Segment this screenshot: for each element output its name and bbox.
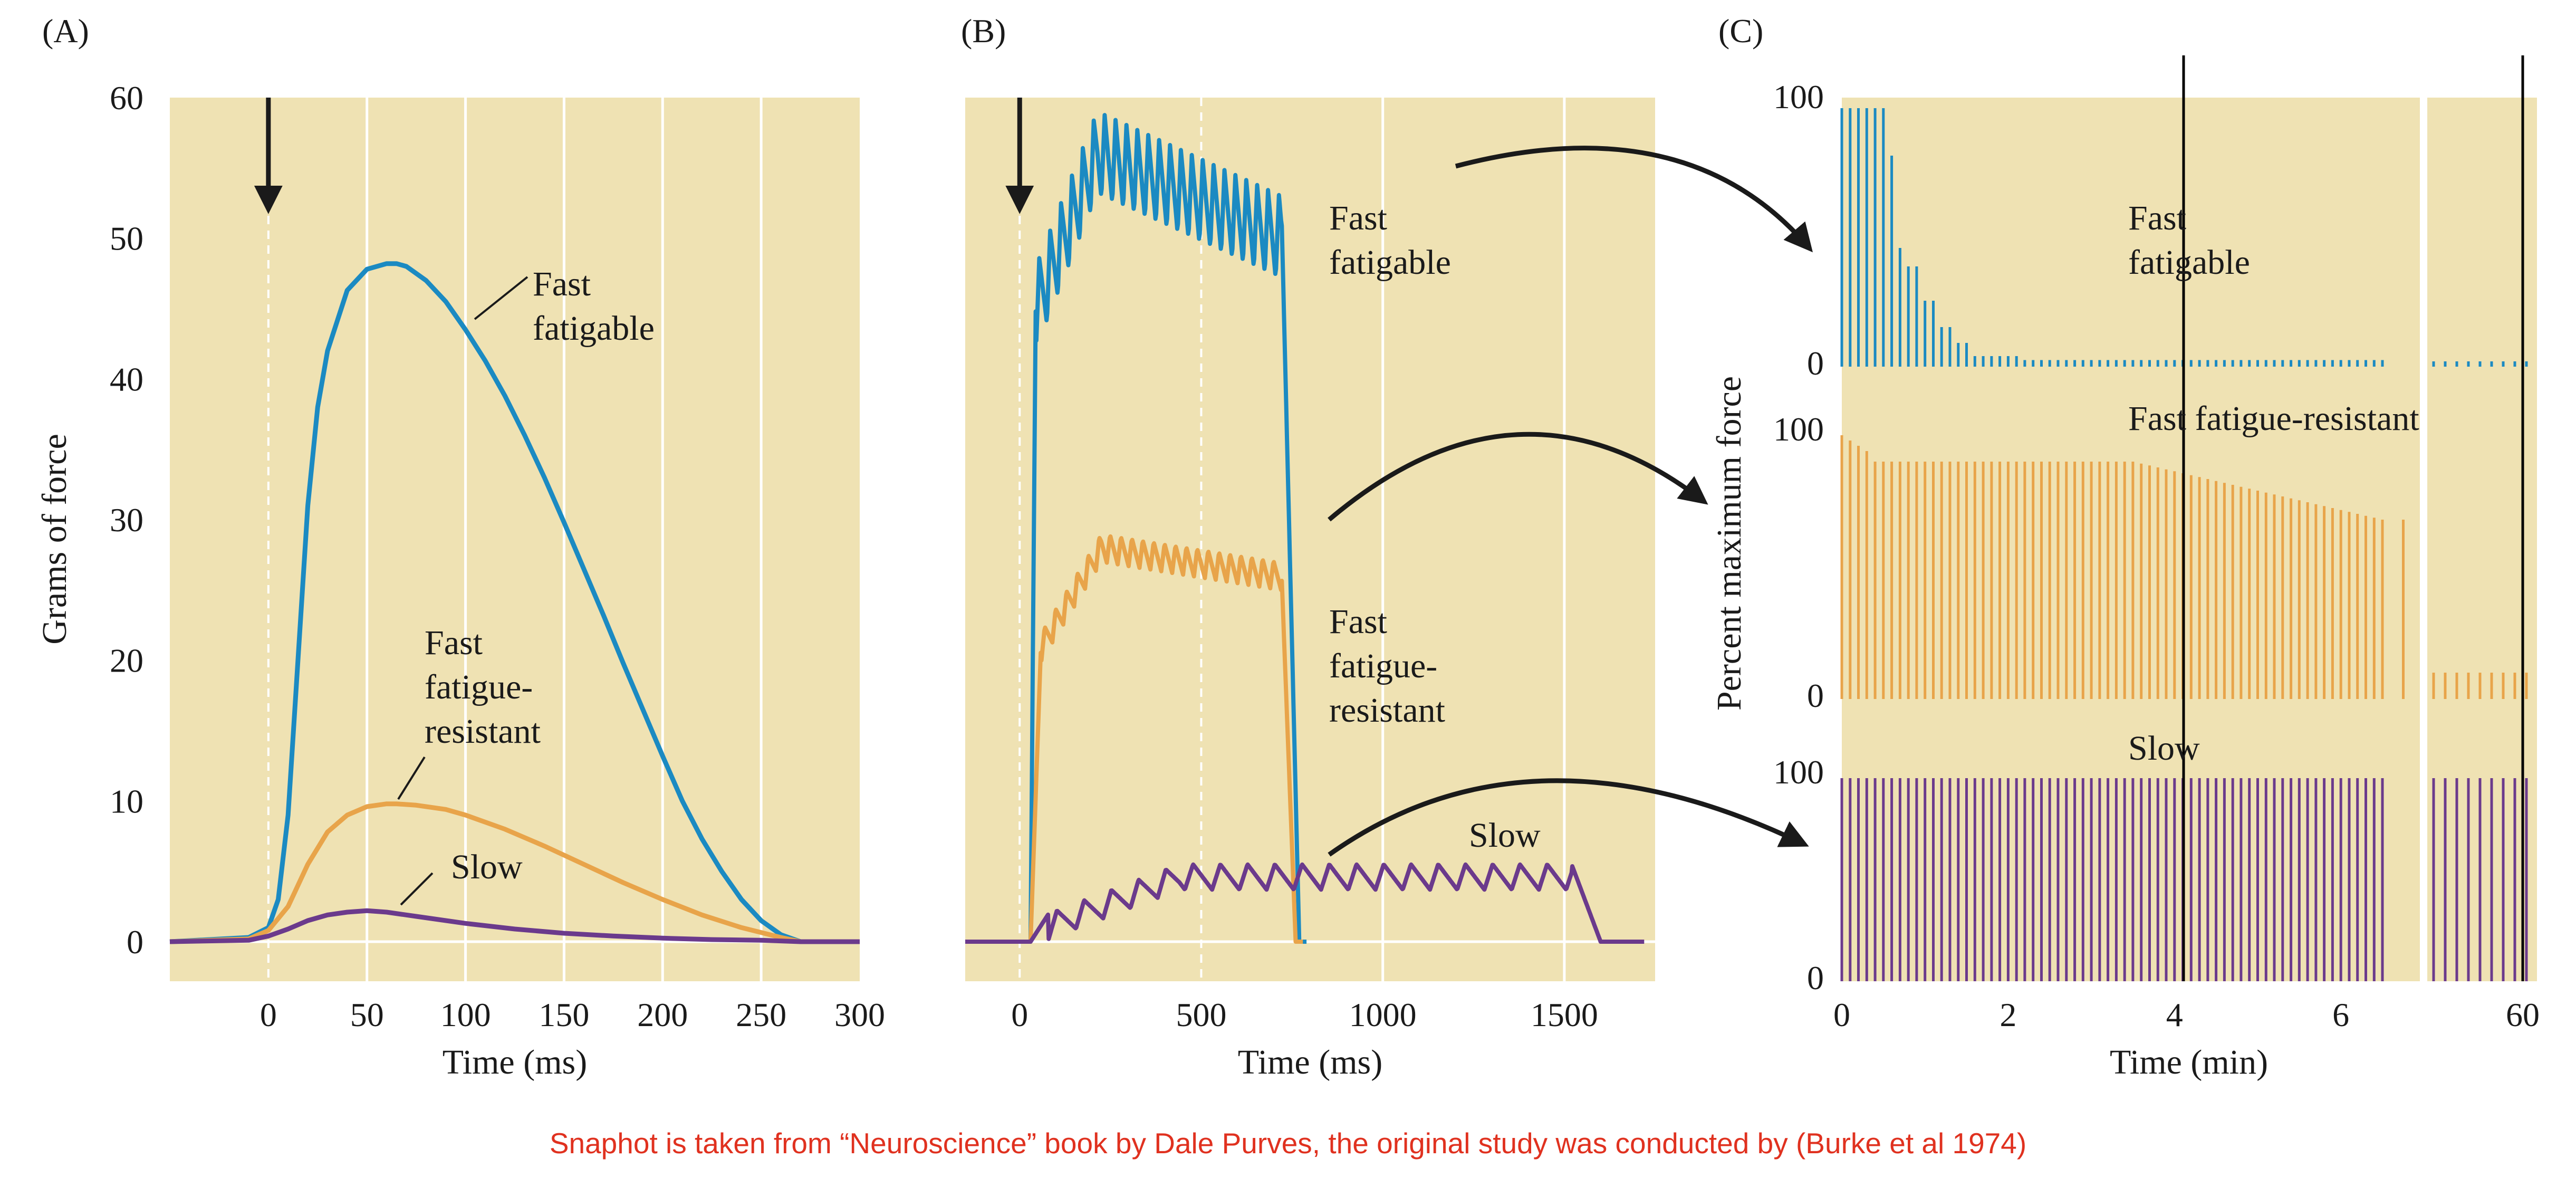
panel-b-x-tick-label: 1500	[1531, 996, 1598, 1033]
panel-a-y-tick-label: 60	[110, 79, 143, 117]
panel-c-row-label: Fast	[2128, 199, 2186, 237]
panel-a-x-tick-label: 0	[260, 996, 277, 1033]
panel-a-series-label: resistant	[425, 712, 541, 751]
panel-a-x-tick-label: 100	[440, 996, 491, 1033]
panel-c-y-tick-label: 0	[1807, 344, 1824, 382]
panel-a-x-tick-label: 200	[637, 996, 688, 1033]
panel-b-x-axis-label: Time (ms)	[1238, 1043, 1382, 1081]
panel-b-gridlines	[965, 98, 1655, 981]
panel-c-row-label: Slow	[2128, 729, 2200, 768]
panel-c-x-tick-label: 60	[2506, 996, 2540, 1033]
panel-a-chart: (A) 0 10 20 30 40 50 60 0 50 100 150 200 250 300 Fast…	[35, 12, 885, 1081]
panel-b-plot-area	[965, 98, 1655, 981]
panel-b-series-label: Slow	[1469, 816, 1541, 855]
panel-c-x-axis-label: Time (min)	[2110, 1043, 2268, 1081]
panel-a-series-label: fatigue-	[425, 668, 533, 706]
panel-a-leader-line	[400, 872, 434, 906]
panel-a-series-line	[169, 908, 860, 944]
panel-c-y-axis-label: Percent maximum force	[1710, 376, 1748, 711]
panel-a-series	[169, 98, 860, 944]
panel-a-x-tick-label: 250	[736, 996, 786, 1033]
panel-b-series-label: fatigue-	[1329, 647, 1437, 685]
panel-a-series-labels: Fast fatigable Fast fatigue-resistant Slow	[397, 265, 655, 906]
panel-c-label: (C)	[1718, 12, 1763, 50]
panel-c-row-label: Fast fatigue-resistant	[2128, 399, 2419, 438]
panel-a-x-axis-label: Time (ms)	[443, 1043, 587, 1081]
panel-c-y-tick-label: 100	[1773, 78, 1824, 116]
panel-b-series-labels: Fast fatigable Fast fatigue-resistant Slow	[1329, 199, 1541, 855]
arrow-fast-fatigue-resistant	[1328, 432, 1708, 522]
panel-a-leader-line	[474, 276, 528, 320]
arrow-fast-fatigable	[1455, 146, 1813, 253]
panel-b-x-tick-label: 0	[1011, 996, 1028, 1033]
panel-c-x-tick-label: 4	[2166, 996, 2183, 1033]
panel-a-series-line	[169, 801, 860, 944]
panel-a-x-tick-label: 300	[834, 996, 885, 1033]
panel-c-x-tick-label: 6	[2332, 996, 2349, 1033]
panel-a-series-label: Slow	[451, 848, 523, 886]
panel-c-row-label: fatigable	[2128, 243, 2250, 282]
panel-b-series-line	[964, 862, 1646, 944]
panel-a-series-label: Fast	[533, 265, 591, 303]
panel-c-bars	[1840, 55, 2528, 981]
panel-c-axis-break	[2420, 98, 2427, 981]
panel-b-x-tick-label: 500	[1176, 996, 1226, 1033]
panel-b-series	[964, 98, 1646, 944]
panel-a-y-tick-label: 50	[110, 220, 143, 257]
panel-c-y-tick-label: 0	[1807, 959, 1824, 997]
panel-c-gridlines	[2420, 98, 2427, 981]
panel-a-y-tick-label: 30	[110, 501, 143, 539]
panel-a-y-tick-label: 40	[110, 360, 143, 398]
panel-a-x-tick-label: 50	[350, 996, 384, 1033]
panel-c-y-tick-label: 100	[1773, 753, 1824, 791]
panel-c-x-tick-label: 2	[2000, 996, 2016, 1033]
panel-b-series-label: Fast	[1329, 199, 1387, 237]
panel-a-y-tick-label: 20	[110, 642, 143, 679]
panel-c-row-labels: Fast fatigable Fast fatigue-resistant Slow	[2128, 199, 2419, 768]
panel-a-series-label: fatigable	[533, 309, 655, 348]
panel-b-chart: (B) 0 500 1000 1500 Fast fatigable Fast fatigu…	[961, 12, 1655, 1081]
panel-b-series-label: Fast	[1329, 602, 1387, 641]
arrow-slow	[1328, 778, 1809, 857]
panel-a-series-line	[169, 261, 860, 944]
panel-a-x-tick-label: 150	[539, 996, 589, 1033]
panel-a-tick-labels: 0 10 20 30 40 50 60 0 50 100 150 200 250 300	[110, 79, 885, 1033]
panel-b-tick-labels: 0 500 1000 1500	[1011, 996, 1598, 1033]
panel-a-y-tick-label: 0	[127, 923, 143, 961]
panel-b-series-label: fatigable	[1329, 243, 1451, 282]
panel-c-y-tick-label: 100	[1773, 410, 1824, 448]
panel-b-series-label: resistant	[1329, 691, 1445, 730]
panel-a-y-axis-label: Grams of force	[35, 434, 74, 644]
source-caption: Snaphot is taken from “Neuroscience” boo…	[549, 1127, 2027, 1160]
b-to-c-arrows	[1328, 146, 1813, 857]
panel-a-y-tick-label: 10	[110, 782, 143, 820]
panel-c-y-tick-label: 0	[1807, 677, 1824, 714]
panel-a-leader-line	[397, 756, 426, 800]
panel-b-label: (B)	[961, 12, 1006, 50]
panel-c-x-tick-label: 0	[1833, 996, 1850, 1033]
panel-b-x-tick-label: 1000	[1349, 996, 1417, 1033]
panel-a-series-label: Fast	[425, 624, 483, 662]
panel-a-label: (A)	[42, 12, 89, 50]
